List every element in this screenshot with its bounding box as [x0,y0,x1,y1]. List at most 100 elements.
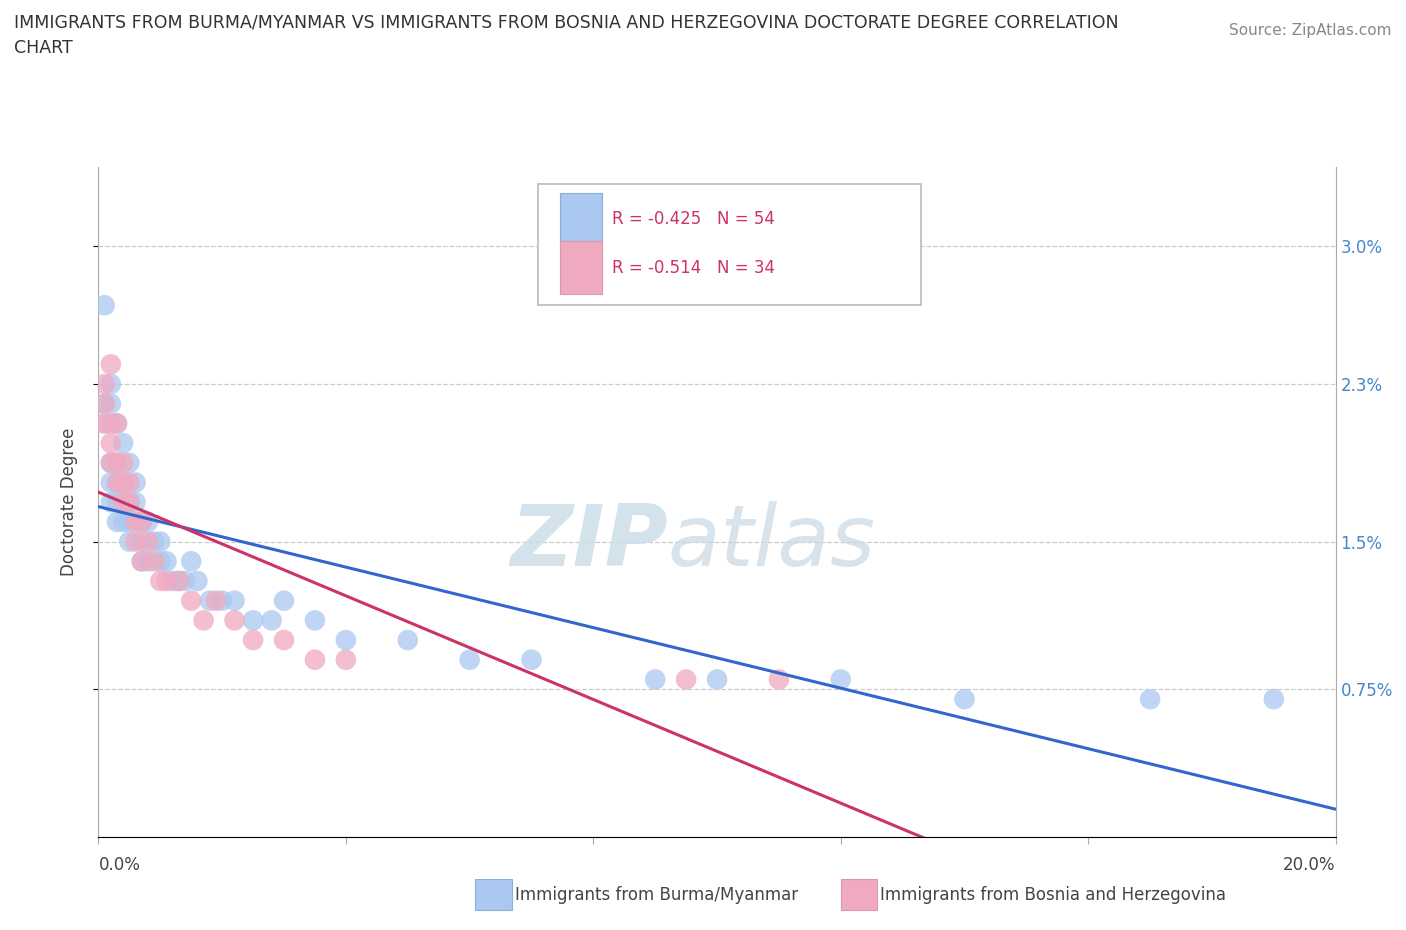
Point [953,692,976,707]
Point [242,632,264,647]
Point [304,652,326,667]
Point [112,514,135,529]
Point [100,357,122,372]
Point [167,574,190,589]
Point [136,534,159,549]
Point [155,574,177,589]
Point [131,514,153,529]
Point [105,416,128,431]
Point [167,574,190,589]
Point [260,613,283,628]
Point [1139,692,1161,707]
Point [131,514,153,529]
Point [180,554,202,569]
Text: ZIP: ZIP [510,501,668,584]
Text: Source: ZipAtlas.com: Source: ZipAtlas.com [1229,23,1392,38]
Text: 0.0%: 0.0% [98,856,141,873]
FancyBboxPatch shape [560,193,602,246]
Point [273,632,295,647]
Point [118,534,141,549]
Point [211,593,233,608]
Point [335,652,357,667]
Point [136,554,159,569]
Point [242,613,264,628]
Point [112,495,135,510]
Point [105,416,128,431]
Text: CHART: CHART [14,39,73,57]
Point [131,534,153,549]
Point [143,554,166,569]
Y-axis label: Doctorate Degree: Doctorate Degree [59,428,77,577]
Point [273,593,295,608]
Point [224,593,246,608]
Point [830,672,852,687]
Point [180,593,202,608]
Point [1263,692,1285,707]
Point [131,554,153,569]
Point [93,298,115,312]
Point [224,613,246,628]
Point [706,672,728,687]
Text: 20.0%: 20.0% [1284,856,1336,873]
Point [124,534,146,549]
Text: Immigrants from Bosnia and Herzegovina: Immigrants from Bosnia and Herzegovina [880,885,1226,904]
Point [100,377,122,392]
Point [149,554,172,569]
Point [124,495,146,510]
Point [105,475,128,490]
Point [93,416,115,431]
Point [675,672,697,687]
Point [112,456,135,471]
Text: R = -0.514   N = 34: R = -0.514 N = 34 [612,259,775,276]
Point [304,613,326,628]
Text: Immigrants from Burma/Myanmar: Immigrants from Burma/Myanmar [515,885,797,904]
Point [193,613,215,628]
Point [149,534,172,549]
Point [396,632,419,647]
Point [124,514,146,529]
Point [100,475,122,490]
Point [105,456,128,471]
Point [112,495,135,510]
Point [458,652,481,667]
Point [198,593,221,608]
Point [118,475,141,490]
Point [112,475,135,490]
Point [143,534,166,549]
Point [768,672,790,687]
Point [105,475,128,490]
Point [520,652,543,667]
Point [205,593,228,608]
Point [149,574,172,589]
Point [118,456,141,471]
Point [124,475,146,490]
Point [100,456,122,471]
Point [93,396,115,411]
Point [100,456,122,471]
Point [118,514,141,529]
Text: IMMIGRANTS FROM BURMA/MYANMAR VS IMMIGRANTS FROM BOSNIA AND HERZEGOVINA DOCTORAT: IMMIGRANTS FROM BURMA/MYANMAR VS IMMIGRA… [14,14,1119,32]
Point [131,554,153,569]
Point [186,574,208,589]
Point [118,495,141,510]
Point [100,396,122,411]
Point [112,475,135,490]
Point [93,377,115,392]
Point [136,514,159,529]
Point [105,514,128,529]
Point [644,672,666,687]
Point [100,435,122,450]
Point [335,632,357,647]
Point [100,416,122,431]
Point [155,554,177,569]
Point [93,396,115,411]
FancyBboxPatch shape [560,242,602,295]
Point [112,435,135,450]
Point [100,495,122,510]
Text: R = -0.425   N = 54: R = -0.425 N = 54 [612,209,775,228]
Point [105,456,128,471]
Point [105,495,128,510]
FancyBboxPatch shape [537,184,921,305]
Point [174,574,197,589]
Point [93,416,115,431]
